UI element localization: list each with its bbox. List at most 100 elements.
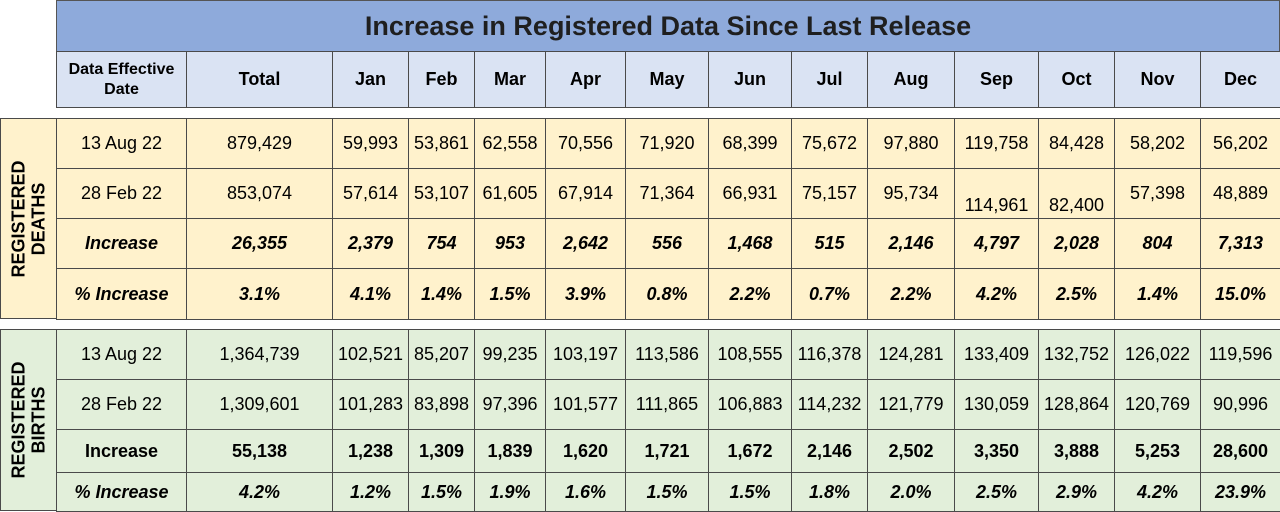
table-cell: 83,898 — [409, 380, 475, 430]
header-cell-jul: Jul — [792, 52, 868, 108]
table-cell: 1,839 — [475, 430, 546, 473]
header-cell-date: Data Effective Date — [57, 52, 187, 108]
table-cell: 1.5% — [409, 473, 475, 512]
table-cell: 97,396 — [475, 380, 546, 430]
table-cell: 754 — [409, 219, 475, 269]
table-cell: 4,797 — [955, 219, 1039, 269]
table-cell: 2.0% — [868, 473, 955, 512]
table-cell: 853,074 — [187, 169, 333, 219]
header-cell-apr: Apr — [546, 52, 626, 108]
table-cell: 2,642 — [546, 219, 626, 269]
header-cell-total: Total — [187, 52, 333, 108]
table-cell: 2.5% — [955, 473, 1039, 512]
table-cell: 68,399 — [709, 119, 792, 169]
table-cell: 70,556 — [546, 119, 626, 169]
table-cell: 1.2% — [333, 473, 409, 512]
table-cell: 2.2% — [709, 269, 792, 320]
table-cell: 130,059 — [955, 380, 1039, 430]
table-cell: 82,400 — [1039, 169, 1115, 219]
header-cell-aug: Aug — [868, 52, 955, 108]
table-cell: 515 — [792, 219, 868, 269]
row-label: 13 Aug 22 — [57, 119, 187, 169]
table-cell: 1.4% — [409, 269, 475, 320]
row-label: % Increase — [57, 473, 187, 512]
table-cell: 114,232 — [792, 380, 868, 430]
deaths-section-label: REGISTERED DEATHS — [0, 118, 57, 319]
row-label: Increase — [57, 219, 187, 269]
table-cell: 1.5% — [626, 473, 709, 512]
header-cell-feb: Feb — [409, 52, 475, 108]
table-cell: 75,157 — [792, 169, 868, 219]
table-cell: 71,920 — [626, 119, 709, 169]
table-cell: 3,350 — [955, 430, 1039, 473]
table-cell: 2,502 — [868, 430, 955, 473]
table-cell: 132,752 — [1039, 330, 1115, 380]
table-cell: 26,355 — [187, 219, 333, 269]
table-cell: 61,605 — [475, 169, 546, 219]
table-cell: 116,378 — [792, 330, 868, 380]
row-label: 28 Feb 22 — [57, 380, 187, 430]
table-cell: 2.5% — [1039, 269, 1115, 320]
table-cell: 71,364 — [626, 169, 709, 219]
table-cell: 4.2% — [187, 473, 333, 512]
table-cell: 53,861 — [409, 119, 475, 169]
header-cell-dec: Dec — [1201, 52, 1280, 108]
table-cell: 119,758 — [955, 119, 1039, 169]
header-cell-jun: Jun — [709, 52, 792, 108]
header-cell-mar: Mar — [475, 52, 546, 108]
table-cell: 55,138 — [187, 430, 333, 473]
table-cell: 0.7% — [792, 269, 868, 320]
table-cell: 4.2% — [1115, 473, 1201, 512]
table-cell: 53,107 — [409, 169, 475, 219]
table-cell: 85,207 — [409, 330, 475, 380]
table-cell: 1,468 — [709, 219, 792, 269]
table-cell: 1,721 — [626, 430, 709, 473]
table-cell: 1,364,739 — [187, 330, 333, 380]
table-cell: 101,577 — [546, 380, 626, 430]
table-cell: 67,914 — [546, 169, 626, 219]
table-cell: 1.5% — [709, 473, 792, 512]
table-cell: 0.8% — [626, 269, 709, 320]
table-cell: 75,672 — [792, 119, 868, 169]
row-label: % Increase — [57, 269, 187, 320]
header-cell-sep: Sep — [955, 52, 1039, 108]
births-section-label: REGISTERED BIRTHS — [0, 329, 57, 511]
table-cell: 4.2% — [955, 269, 1039, 320]
row-label: Increase — [57, 430, 187, 473]
table-cell: 7,313 — [1201, 219, 1280, 269]
header-cell-jan: Jan — [333, 52, 409, 108]
table-cell: 48,889 — [1201, 169, 1280, 219]
table-cell: 101,283 — [333, 380, 409, 430]
table-cell: 113,586 — [626, 330, 709, 380]
table-cell: 95,734 — [868, 169, 955, 219]
table-cell: 2,028 — [1039, 219, 1115, 269]
table-title: Increase in Registered Data Since Last R… — [56, 0, 1280, 52]
table-cell: 111,865 — [626, 380, 709, 430]
table-cell: 3,888 — [1039, 430, 1115, 473]
table-cell: 1.4% — [1115, 269, 1201, 320]
header-cell-may: May — [626, 52, 709, 108]
table-cell: 120,769 — [1115, 380, 1201, 430]
table-cell: 108,555 — [709, 330, 792, 380]
table-cell: 121,779 — [868, 380, 955, 430]
row-label: 13 Aug 22 — [57, 330, 187, 380]
table-cell: 133,409 — [955, 330, 1039, 380]
table-cell: 84,428 — [1039, 119, 1115, 169]
table-cell: 2,146 — [792, 430, 868, 473]
table-cell: 2,146 — [868, 219, 955, 269]
table-cell: 1,238 — [333, 430, 409, 473]
table-cell: 114,961 — [955, 169, 1039, 219]
table-cell: 90,996 — [1201, 380, 1280, 430]
table-cell: 56,202 — [1201, 119, 1280, 169]
table-cell: 128,864 — [1039, 380, 1115, 430]
table-cell: 97,880 — [868, 119, 955, 169]
